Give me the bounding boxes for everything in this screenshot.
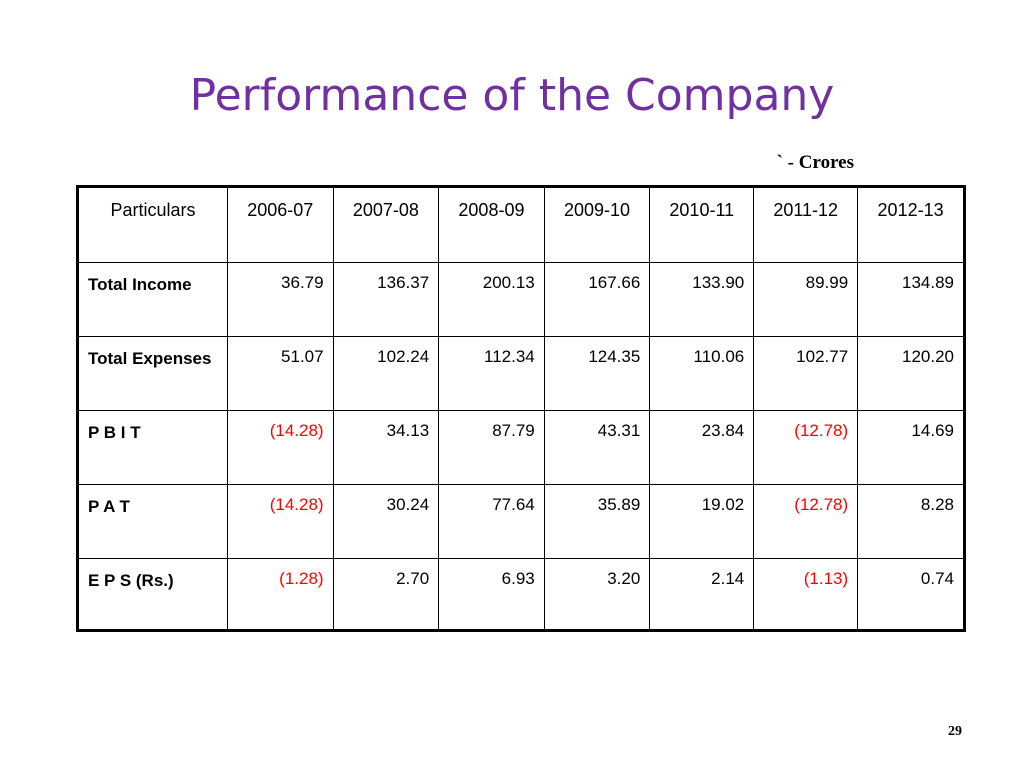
table-cell: 200.13 xyxy=(438,262,545,337)
header-particulars: Particulars xyxy=(77,186,228,263)
header-year: 2007-08 xyxy=(332,186,440,263)
table-cell: (14.28) xyxy=(227,484,334,559)
table-cell: 36.79 xyxy=(227,262,334,337)
table-cell: 19.02 xyxy=(649,484,755,559)
header-year: 2008-09 xyxy=(438,186,545,263)
table-cell: 167.66 xyxy=(543,262,651,337)
table-cell: 124.35 xyxy=(543,336,651,411)
table-cell: 133.90 xyxy=(649,262,755,337)
table-cell: 6.93 xyxy=(438,558,545,631)
table-cell: 3.20 xyxy=(543,558,651,631)
table-cell: (12.78) xyxy=(753,484,859,559)
row-label: Total Expenses xyxy=(77,336,228,411)
header-year: 2009-10 xyxy=(543,186,651,263)
table-row: Total Income 36.79 136.37 200.13 167.66 … xyxy=(77,262,965,337)
table-cell: 0.74 xyxy=(857,558,965,631)
row-label: E P S (Rs.) xyxy=(77,558,228,631)
table-cell: (1.13) xyxy=(753,558,859,631)
table-cell: (12.78) xyxy=(753,410,859,485)
table-row: P B I T (14.28) 34.13 87.79 43.31 23.84 … xyxy=(77,410,965,485)
table-cell: 2.70 xyxy=(332,558,440,631)
table-cell: 8.28 xyxy=(857,484,965,559)
table-cell: 89.99 xyxy=(753,262,859,337)
page-number: 29 xyxy=(948,724,962,739)
table-cell: 102.77 xyxy=(753,336,859,411)
table-cell: 102.24 xyxy=(332,336,440,411)
slide-title: Performance of the Company xyxy=(189,70,835,121)
table-row: Total Expenses 51.07 102.24 112.34 124.3… xyxy=(77,336,965,411)
table-cell: 30.24 xyxy=(332,484,440,559)
table-row: E P S (Rs.) (1.28) 2.70 6.93 3.20 2.14 (… xyxy=(77,558,965,631)
performance-table: Particulars 2006-07 2007-08 2008-09 2009… xyxy=(76,185,966,632)
table-cell: 77.64 xyxy=(438,484,545,559)
table-row: P A T (14.28) 30.24 77.64 35.89 19.02 (1… xyxy=(77,484,965,559)
table-cell: 35.89 xyxy=(543,484,651,559)
table-cell: 23.84 xyxy=(649,410,755,485)
table-cell: 2.14 xyxy=(649,558,755,631)
table-cell: 134.89 xyxy=(857,262,965,337)
table-cell: 43.31 xyxy=(543,410,651,485)
table-cell: 87.79 xyxy=(438,410,545,485)
table-cell: (1.28) xyxy=(227,558,334,631)
table-cell: 110.06 xyxy=(649,336,755,411)
row-label: P A T xyxy=(77,484,228,559)
header-year: 2012-13 xyxy=(857,186,965,263)
table-cell: 34.13 xyxy=(332,410,440,485)
table-cell: 51.07 xyxy=(227,336,334,411)
table-cell: (14.28) xyxy=(227,410,334,485)
table-cell: 120.20 xyxy=(857,336,965,411)
table-cell: 136.37 xyxy=(332,262,440,337)
row-label: P B I T xyxy=(77,410,228,485)
header-year: 2011-12 xyxy=(753,186,859,263)
table-cell: 112.34 xyxy=(438,336,545,411)
unit-note: ` - Crores xyxy=(776,152,854,173)
row-label: Total Income xyxy=(77,262,228,337)
header-year: 2006-07 xyxy=(227,186,334,263)
table-cell: 14.69 xyxy=(857,410,965,485)
header-row: Particulars 2006-07 2007-08 2008-09 2009… xyxy=(77,186,965,263)
header-year: 2010-11 xyxy=(649,186,755,263)
